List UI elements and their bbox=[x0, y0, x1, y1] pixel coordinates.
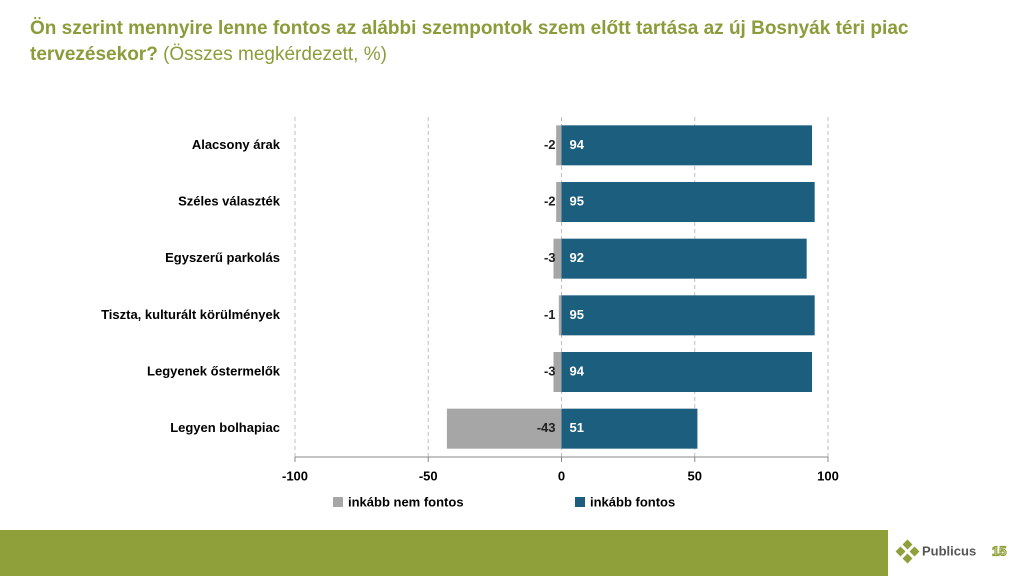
data-label: -1 bbox=[544, 307, 556, 322]
x-tick-label: 50 bbox=[688, 468, 702, 483]
bar bbox=[553, 352, 562, 392]
logo-icon bbox=[895, 539, 920, 564]
bar bbox=[558, 295, 562, 336]
bar bbox=[561, 238, 807, 279]
legend-swatch bbox=[575, 497, 585, 507]
chart-title: Ön szerint mennyire lenne fontos az aláb… bbox=[30, 18, 909, 65]
data-label: -2 bbox=[544, 137, 556, 152]
x-tick-label: 100 bbox=[817, 468, 839, 483]
data-label: 95 bbox=[570, 193, 584, 208]
data-label: 51 bbox=[570, 420, 584, 435]
bar bbox=[556, 125, 562, 166]
bar bbox=[556, 182, 562, 222]
bar bbox=[561, 125, 813, 166]
data-label: 94 bbox=[570, 363, 585, 378]
bar bbox=[446, 408, 562, 449]
legend-label: inkább fontos bbox=[590, 494, 675, 509]
data-label: 92 bbox=[570, 250, 584, 265]
data-label: -3 bbox=[544, 363, 556, 378]
x-tick-label: 0 bbox=[558, 468, 565, 483]
data-label: 94 bbox=[570, 137, 585, 152]
y-tick-label: Legyen bolhapiac bbox=[170, 420, 280, 435]
y-tick-label: Legyenek őstermelők bbox=[147, 363, 281, 378]
data-label: -3 bbox=[544, 250, 556, 265]
data-label: 95 bbox=[570, 307, 584, 322]
chart-subtitle: (Összes megkérdezett, %) bbox=[163, 44, 387, 65]
legend-label: inkább nem fontos bbox=[348, 494, 464, 509]
title-block: Ön szerint mennyire lenne fontos az aláb… bbox=[30, 16, 960, 68]
y-tick-label: Egyszerű parkolás bbox=[165, 250, 280, 265]
y-tick-label: Alacsony árak bbox=[192, 137, 281, 152]
bar bbox=[553, 238, 562, 279]
legend-swatch bbox=[333, 497, 343, 507]
bar bbox=[561, 182, 815, 222]
bar bbox=[561, 295, 815, 336]
logo-number: 15 bbox=[992, 543, 1006, 558]
y-tick-label: Széles választék bbox=[178, 193, 281, 208]
x-tick-label: -50 bbox=[419, 468, 438, 483]
y-tick-label: Tiszta, kulturált körülmények bbox=[101, 307, 281, 322]
x-tick-label: -100 bbox=[282, 468, 308, 483]
data-label: -2 bbox=[544, 193, 556, 208]
bar bbox=[561, 352, 813, 392]
bar bbox=[561, 408, 698, 449]
footer-band bbox=[0, 530, 888, 576]
data-label: -43 bbox=[537, 420, 556, 435]
logo-text: Publicus bbox=[922, 543, 976, 558]
